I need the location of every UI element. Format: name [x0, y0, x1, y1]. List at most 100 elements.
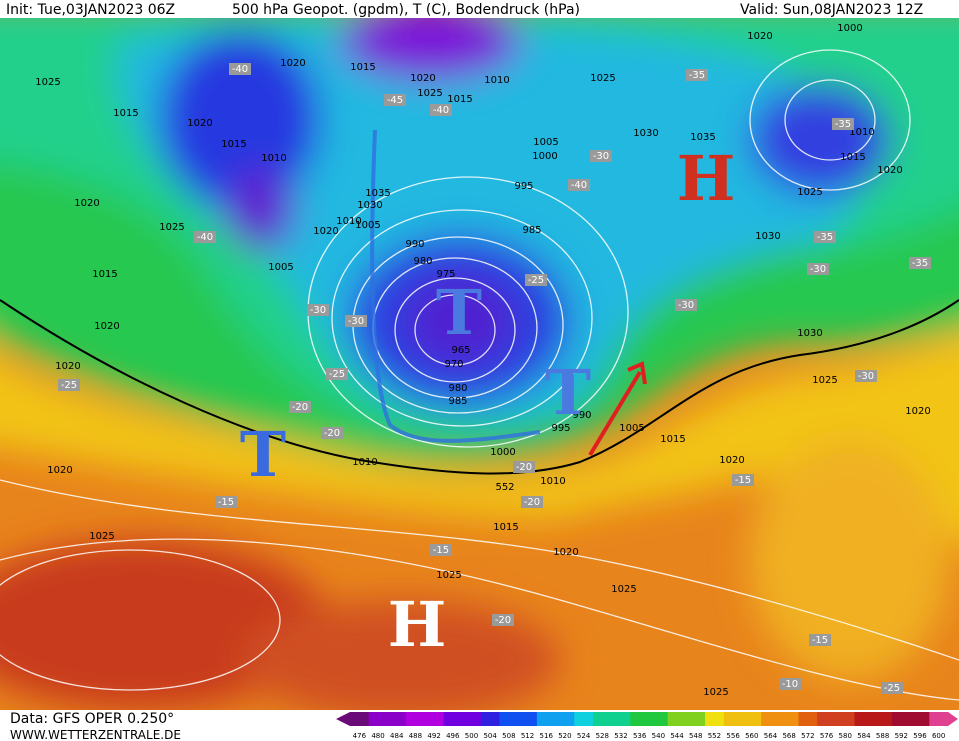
pressure-label: 1025	[417, 88, 442, 99]
pressure-label: 1000	[532, 151, 557, 162]
temperature-label: -25	[884, 683, 900, 694]
site-credit: WWW.WETTERZENTRALE.DE	[10, 728, 181, 741]
colorbar-cell	[480, 712, 500, 726]
pressure-label: 970	[444, 359, 463, 370]
temperature-label-box	[194, 231, 216, 243]
temperature-label: -20	[292, 402, 308, 413]
temperature-label: -25	[528, 275, 544, 286]
temperature-label-box	[814, 231, 836, 243]
colorbar-label: 504	[483, 732, 497, 740]
colorbar-cell	[723, 712, 743, 726]
temperature-label: -35	[689, 70, 705, 81]
colorbar-label: 536	[633, 732, 647, 740]
pressure-label: 990	[572, 410, 591, 421]
colorbar-label: 488	[409, 732, 422, 740]
colorbar-label: 576	[820, 732, 834, 740]
pressure-label: 1025	[703, 687, 728, 698]
colorbar-cell	[649, 712, 669, 726]
pressure-label: 1020	[94, 321, 119, 332]
pressure-label: 1005	[619, 423, 644, 434]
temperature-label-box	[525, 274, 547, 286]
temperature-label: -35	[912, 258, 928, 269]
temperature-label: -15	[812, 635, 828, 646]
colorbar-cell	[462, 712, 482, 726]
pressure-label: 1020	[187, 118, 212, 129]
pressure-system: T	[545, 356, 591, 429]
temperature-label: -20	[324, 428, 340, 439]
temperature-label-box	[492, 614, 514, 626]
pressure-label: 1025	[590, 73, 615, 84]
colorbar-arrow	[336, 712, 350, 726]
temperature-label: -30	[678, 300, 694, 311]
colorbar-label: 544	[670, 732, 684, 740]
temperature-label-box	[809, 634, 831, 646]
temperature-label: -40	[197, 232, 213, 243]
colorbar-label: 600	[932, 732, 945, 740]
temperature-label-box	[326, 368, 348, 380]
pressure-label: 980	[448, 383, 467, 394]
pressure-label: 1020	[313, 226, 338, 237]
colorbar-label: 520	[558, 732, 571, 740]
pressure-label: 995	[551, 423, 570, 434]
pressure-label: 1030	[357, 200, 382, 211]
colorbar-cell	[779, 712, 799, 726]
colorbar-cell	[891, 712, 912, 726]
pressure-label: 980	[413, 256, 432, 267]
pressure-label: 1020	[877, 165, 902, 176]
colorbar-label: 528	[596, 732, 609, 740]
colorbar-cell	[817, 712, 837, 726]
temperature-label-box	[430, 104, 452, 116]
pressure-label: 1010	[849, 127, 874, 138]
colorbar-label: 580	[839, 732, 852, 740]
colorbar-label: 552	[708, 732, 721, 740]
colorbar-cell	[350, 712, 370, 726]
pressure-label: 985	[522, 225, 541, 236]
temperature-label: -15	[218, 497, 234, 508]
temperature-label-box	[58, 379, 80, 391]
pressure-label: 1030	[633, 128, 658, 139]
pressure-label: 1015	[840, 152, 865, 163]
colorbar-cell	[611, 712, 631, 726]
pressure-system: T	[436, 276, 482, 349]
temperature-label: -40	[232, 64, 248, 75]
temperature-label: -40	[433, 105, 449, 116]
pressure-label: 1025	[159, 222, 184, 233]
temperature-label-box	[675, 299, 697, 311]
temperature-label-box	[289, 401, 311, 413]
colorbar-label: 532	[614, 732, 627, 740]
pressure-label: 1010	[336, 216, 361, 227]
temperature-label: -15	[735, 475, 751, 486]
pressure-label: 1020	[55, 361, 80, 372]
pressure-system: H	[388, 588, 447, 661]
pressure-label: 1015	[350, 62, 375, 73]
temperature-label: -30	[858, 371, 874, 382]
temperature-label: -30	[593, 151, 609, 162]
temperature-label-box	[881, 682, 903, 694]
temperature-label-box	[521, 496, 543, 508]
pressure-label: 1015	[493, 522, 518, 533]
pressure-label: 995	[514, 181, 533, 192]
colorbar-label: 564	[764, 732, 778, 740]
temperature-label: -25	[329, 369, 345, 380]
pressure-system: T	[240, 418, 286, 491]
colorbar-cell	[667, 712, 687, 726]
pressure-label: 1010	[261, 153, 286, 164]
pressure-label: 1015	[221, 139, 246, 150]
pressure-label: 1025	[611, 584, 636, 595]
pressure-label: 975	[436, 269, 455, 280]
colorbar-label: 588	[876, 732, 889, 740]
temperature-label: -10	[782, 679, 798, 690]
colorbar-cell	[761, 712, 781, 726]
colorbar-cell	[630, 712, 650, 726]
colorbar-label: 476	[353, 732, 367, 740]
pressure-label: 1020	[47, 465, 72, 476]
temperature-label-box	[807, 263, 829, 275]
temperature-label: -30	[348, 316, 364, 327]
colorbar-cell	[443, 712, 463, 726]
pressure-label: 1025	[35, 77, 60, 88]
init-time: Init: Tue,03JAN2023 06Z	[6, 2, 175, 18]
pressure-label: 1020	[747, 31, 772, 42]
colorbar-label: 500	[465, 732, 478, 740]
colorbar-label: 492	[427, 732, 440, 740]
